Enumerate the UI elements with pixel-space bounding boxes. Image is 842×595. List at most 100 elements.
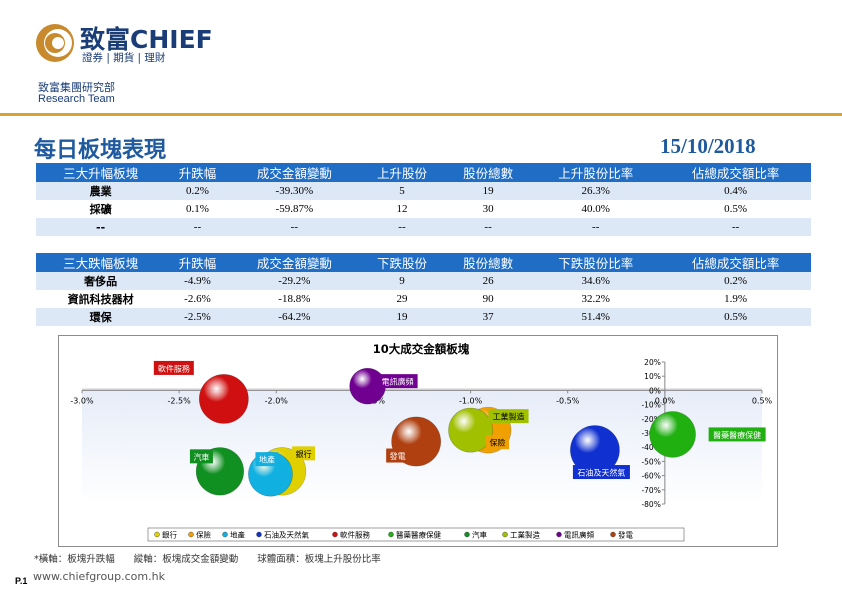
x-tick-label: -0.5% — [556, 396, 580, 405]
table-cell: -2.5% — [165, 308, 230, 326]
table-cell: -- — [358, 218, 446, 236]
table-cell: 26 — [445, 272, 532, 290]
legend-marker — [188, 531, 194, 538]
table-cell: 26.3% — [531, 182, 661, 200]
report-date: 15/10/2018 — [660, 134, 756, 158]
legend-marker — [610, 531, 616, 538]
department-cn: 致富集團研究部 — [38, 81, 115, 94]
data-label: 軟件服務 — [158, 363, 190, 373]
chart-title: 10大成交金額板塊 — [372, 342, 470, 356]
table-cell: -64.2% — [229, 308, 359, 326]
table-cell: 19 — [358, 308, 446, 326]
column-header: 成交金額變動 — [229, 253, 359, 272]
plot-band — [82, 388, 762, 391]
table-cell: 0.2% — [660, 272, 811, 290]
legend-box — [147, 527, 685, 542]
table-cell: -2.6% — [165, 290, 230, 308]
y-tick-label: 20% — [644, 358, 661, 367]
column-header: 上升股份比率 — [531, 163, 661, 182]
data-label-box — [572, 465, 630, 480]
table-row: -- -- -- -- -- -- -- — [36, 218, 811, 236]
data-label-box — [488, 409, 529, 424]
data-label: 電訊廣頻 — [382, 377, 414, 387]
table-row: 採礦 0.1% -59.87% 12 30 40.0% 0.5% — [36, 200, 811, 218]
table-cell: 1.9% — [660, 290, 811, 308]
data-label: 醫藥醫療保健 — [713, 430, 761, 440]
data-label-box — [189, 449, 213, 464]
x-tick-label: -3.0% — [70, 396, 94, 405]
y-tick-label: 10% — [644, 372, 661, 381]
data-label-box — [386, 448, 410, 463]
legend-item: 石油及天然氣 — [264, 530, 309, 540]
table-cell: 34.6% — [531, 272, 661, 290]
page-title: 每日板塊表現 — [34, 137, 167, 163]
table-cell: 0.2% — [165, 182, 230, 200]
chart-footnote: *橫軸：板塊升跌幅 縱軸：板塊成交金額變動 球體面積：板塊上升股份比率 — [34, 554, 381, 565]
column-header: 股份總數 — [445, 163, 532, 182]
data-label: 工業製造 — [493, 412, 525, 422]
y-tick-label: -70% — [641, 486, 660, 495]
header-divider — [0, 113, 842, 116]
logo-text: 致富CHIEF — [80, 25, 213, 54]
column-header: 下跌股份 — [358, 253, 446, 272]
legend-item: 地產 — [230, 530, 245, 540]
table-cell: 40.0% — [531, 200, 661, 218]
column-header: 升跌幅 — [165, 253, 230, 272]
column-header: 上升股份 — [358, 163, 446, 182]
data-label: 石油及天然氣 — [577, 468, 625, 478]
data-label-box — [255, 452, 279, 467]
y-tick-label: -10% — [641, 401, 660, 410]
logo-subtitle: 證券 | 期貨 | 理財 — [82, 52, 166, 64]
table-cell: -59.87% — [229, 200, 359, 218]
table-cell: 32.2% — [531, 290, 661, 308]
website-link[interactable]: www.chiefgroup.com.hk — [33, 570, 165, 583]
data-label: 銀行 — [296, 449, 312, 459]
top-losers-table: 三大跌幅板塊 升跌幅 成交金額變動 下跌股份 股份總數 下跌股份比率 佔總成交額比率 奢侈品… — [36, 253, 811, 326]
data-label-box — [377, 374, 418, 389]
x-tick-label: -1.0% — [459, 396, 483, 405]
sector-name: 採礦 — [36, 200, 166, 218]
legend-item: 軟件服務 — [340, 530, 370, 540]
column-header: 成交金額變動 — [229, 163, 359, 182]
legend-item: 醫藥醫療保健 — [396, 530, 441, 540]
table-cell: 37 — [445, 308, 532, 326]
column-header: 三大升幅板塊 — [36, 163, 166, 182]
y-tick-label: -60% — [641, 472, 660, 481]
legend-marker — [502, 531, 508, 538]
table-row: 環保 -2.5% -64.2% 19 37 51.4% 0.5% — [36, 308, 811, 326]
bubble-5 — [198, 374, 249, 424]
table-cell: 0.5% — [660, 200, 811, 218]
data-label: 地產 — [259, 455, 275, 465]
top-gainers-table: 三大升幅板塊 升跌幅 成交金額變動 上升股份 股份總數 上升股份比率 佔總成交額比率 農業 0… — [36, 163, 811, 236]
legend-marker — [464, 531, 470, 538]
table-cell: 0.1% — [165, 200, 230, 218]
sector-name: -- — [36, 218, 166, 236]
y-tick-label: -40% — [641, 443, 660, 452]
table-cell: 90 — [445, 290, 532, 308]
table-cell: 51.4% — [531, 308, 661, 326]
data-label-box — [153, 360, 194, 375]
table-cell: 19 — [445, 182, 532, 200]
logo-mark — [36, 24, 74, 62]
y-tick-label: -20% — [641, 415, 660, 424]
column-header: 股份總數 — [445, 253, 532, 272]
table-row: 資訊科技器材 -2.6% -18.8% 29 90 32.2% 1.9% — [36, 290, 811, 308]
legend-marker — [222, 531, 228, 538]
data-label-box — [708, 427, 766, 442]
legend-marker — [388, 531, 394, 538]
x-tick-label: -2.5% — [168, 396, 192, 405]
table-cell: -- — [445, 218, 532, 236]
table-cell: 0.4% — [660, 182, 811, 200]
table-row: 奢侈品 -4.9% -29.2% 9 26 34.6% 0.2% — [36, 272, 811, 290]
bubble-8 — [448, 407, 493, 453]
table-cell: 0.5% — [660, 308, 811, 326]
column-header: 升跌幅 — [165, 163, 230, 182]
table-cell: -29.2% — [229, 272, 359, 290]
table-cell: 5 — [358, 182, 446, 200]
x-tick-label: 0.5% — [752, 396, 773, 405]
legend-item: 發電 — [618, 531, 633, 540]
column-header: 佔總成交額比率 — [660, 253, 811, 272]
table-cell: -- — [660, 218, 811, 236]
table-cell: -- — [165, 218, 230, 236]
